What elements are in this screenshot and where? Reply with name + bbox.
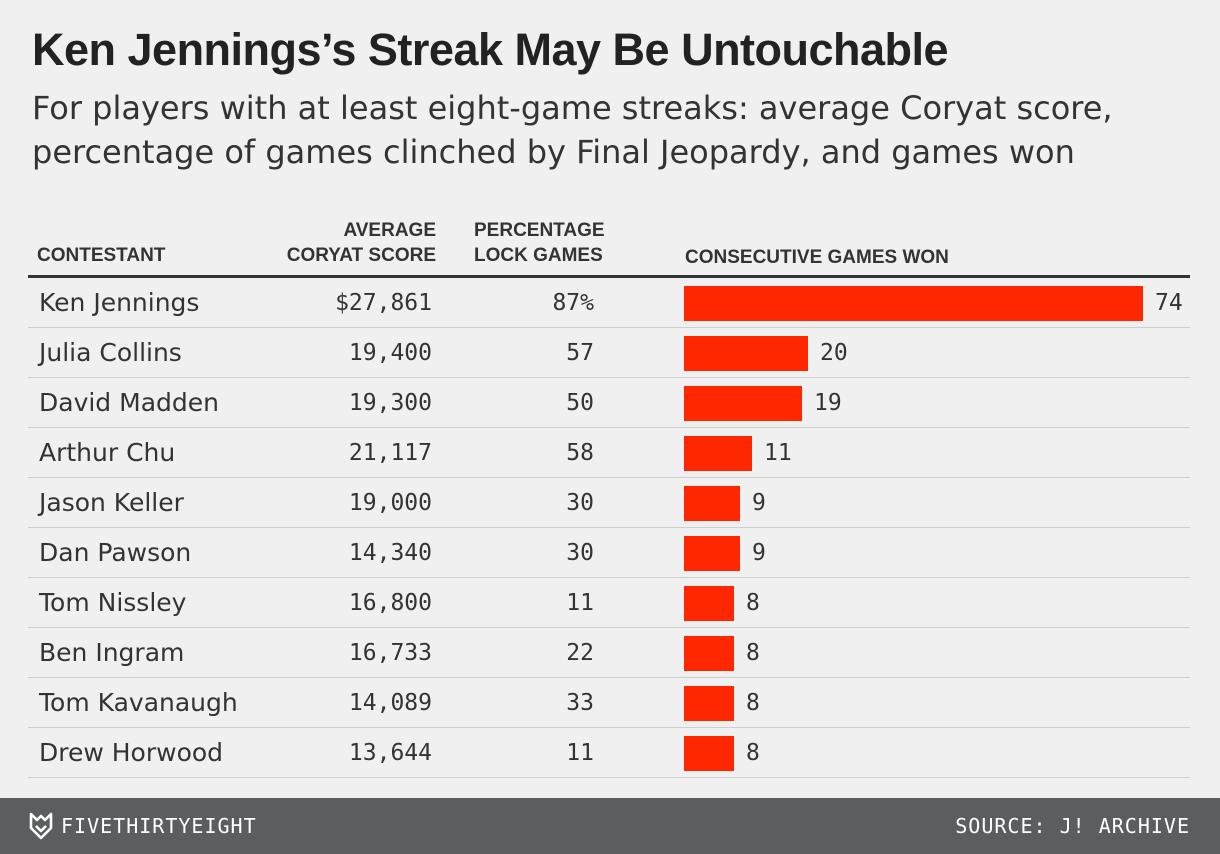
games-won-bar	[684, 636, 734, 671]
coryat-score: 16,800	[348, 590, 432, 616]
coryat-score: 21,117	[348, 440, 432, 466]
games-won-bar	[684, 736, 734, 771]
coryat-score: $27,861	[335, 290, 432, 316]
fivethirtyeight-fox-icon	[29, 812, 53, 840]
contestant-name: Tom Kavanaugh	[39, 688, 238, 717]
table-row: Dan Pawson 14,340 30 9	[28, 528, 1190, 578]
games-won-value: 9	[752, 490, 766, 516]
contestant-name: Ken Jennings	[39, 288, 200, 317]
row-divider	[28, 427, 1190, 428]
table-row: Ben Ingram 16,733 22 8	[28, 628, 1190, 678]
lock-games-percentage: 57	[566, 340, 594, 366]
column-header-coryat: AVERAGE CORYAT SCORE	[287, 218, 436, 268]
games-won-value: 19	[814, 390, 842, 416]
contestant-name: Arthur Chu	[39, 438, 176, 467]
lock-games-percentage: 22	[566, 640, 594, 666]
row-divider	[28, 577, 1190, 578]
row-divider	[28, 727, 1190, 728]
games-won-bar	[684, 486, 740, 521]
column-header-lock-line2: LOCK GAMES	[474, 245, 603, 266]
games-won-value: 8	[746, 690, 760, 716]
table-body: Ken Jennings $27,861 87% 74 Julia Collins 19,…	[28, 278, 1190, 778]
coryat-score: 19,300	[348, 390, 432, 416]
coryat-score: 19,400	[348, 340, 432, 366]
lock-games-percentage: 30	[566, 490, 594, 516]
games-won-bar	[684, 536, 740, 571]
games-won-value: 11	[764, 440, 792, 466]
coryat-score: 13,644	[348, 740, 432, 766]
column-header-coryat-line2: CORYAT SCORE	[286, 245, 436, 266]
games-won-bar	[684, 336, 808, 371]
row-divider	[28, 527, 1190, 528]
games-won-value: 8	[746, 740, 760, 766]
games-won-value: 74	[1155, 290, 1183, 316]
contestant-name: Dan Pawson	[39, 538, 192, 567]
column-header-lock: PERCENTAGE LOCK GAMES	[474, 218, 605, 268]
coryat-score: 14,340	[348, 540, 432, 566]
lock-games-percentage: 58	[566, 440, 594, 466]
games-won-value: 20	[820, 340, 848, 366]
row-divider	[28, 627, 1190, 628]
lock-games-percentage: 33	[566, 690, 594, 716]
contestant-name: Jason Keller	[39, 488, 184, 517]
chart-title: Ken Jennings’s Streak May Be Untouchable	[32, 24, 949, 75]
games-won-bar	[684, 386, 802, 421]
column-header-coryat-line1: AVERAGE	[343, 220, 436, 241]
table-row: Ken Jennings $27,861 87% 74	[28, 278, 1190, 328]
contestant-name: Julia Collins	[39, 338, 182, 367]
table-row: David Madden 19,300 50 19	[28, 378, 1190, 428]
row-divider	[28, 377, 1190, 378]
column-header-lock-line1: PERCENTAGE	[474, 220, 605, 241]
column-header-contestant: CONTESTANT	[37, 245, 166, 266]
chart-subtitle: For players with at least eight-game str…	[32, 89, 1113, 171]
coryat-score: 14,089	[348, 690, 432, 716]
table-row: Drew Horwood 13,644 11 8	[28, 728, 1190, 778]
lock-games-percentage: 11	[566, 590, 594, 616]
games-won-value: 9	[752, 540, 766, 566]
row-divider	[28, 777, 1190, 778]
table-row: Jason Keller 19,000 30 9	[28, 478, 1190, 528]
footer: FIVETHIRTYEIGHT SOURCE: J! ARCHIVE	[0, 798, 1220, 854]
brand-name: FIVETHIRTYEIGHT	[61, 814, 257, 838]
games-won-value: 8	[746, 590, 760, 616]
lock-games-percentage: 11	[566, 740, 594, 766]
coryat-score: 19,000	[348, 490, 432, 516]
contestant-name: Tom Nissley	[39, 588, 187, 617]
games-won-value: 8	[746, 640, 760, 666]
table-row: Julia Collins 19,400 57 20	[28, 328, 1190, 378]
games-won-bar	[684, 586, 734, 621]
coryat-score: 16,733	[348, 640, 432, 666]
row-divider	[28, 327, 1190, 328]
source-note: SOURCE: J! ARCHIVE	[955, 814, 1190, 838]
lock-games-percentage: 30	[566, 540, 594, 566]
column-header-games-won: CONSECUTIVE GAMES WON	[685, 247, 949, 268]
lock-games-percentage: 87%	[552, 290, 594, 316]
games-won-bar	[684, 286, 1143, 321]
contestant-name: Drew Horwood	[39, 738, 224, 767]
header-rule	[28, 275, 1190, 278]
games-won-bar	[684, 436, 752, 471]
row-divider	[28, 677, 1190, 678]
table-row: Tom Nissley 16,800 11 8	[28, 578, 1190, 628]
contestant-name: David Madden	[39, 388, 219, 417]
lock-games-percentage: 50	[566, 390, 594, 416]
contestant-name: Ben Ingram	[39, 638, 185, 667]
table-row: Tom Kavanaugh 14,089 33 8	[28, 678, 1190, 728]
table-row: Arthur Chu 21,117 58 11	[28, 428, 1190, 478]
row-divider	[28, 477, 1190, 478]
games-won-bar	[684, 686, 734, 721]
